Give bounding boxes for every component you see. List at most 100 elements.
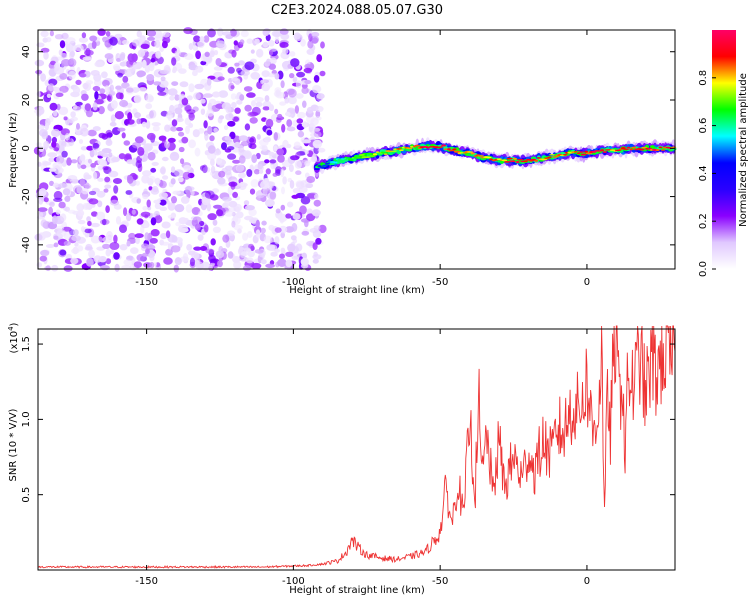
noise-speckle [313, 199, 321, 207]
noise-speckle [86, 216, 91, 222]
noise-speckle [293, 32, 301, 40]
noise-speckle [55, 92, 64, 98]
noise-speckle [243, 150, 252, 160]
noise-speckle [134, 136, 144, 144]
noise-speckle [240, 251, 249, 257]
noise-speckle [314, 194, 319, 199]
noise-speckle [305, 182, 314, 189]
noise-speckle [94, 71, 99, 78]
x-tick-label: -100 [282, 576, 305, 587]
noise-speckle [265, 168, 271, 175]
noise-speckle [300, 257, 309, 266]
noise-speckle [49, 201, 55, 207]
noise-speckle [68, 70, 76, 80]
noise-speckle [154, 177, 161, 185]
noise-speckle [52, 215, 58, 225]
noise-speckle [250, 179, 259, 188]
noise-speckle [147, 151, 156, 161]
noise-speckle [183, 27, 193, 35]
noise-speckle [79, 73, 87, 78]
noise-speckle [178, 146, 185, 153]
snr-y-ticks: 0.5 1.0 1.5 [21, 336, 675, 503]
noise-speckle [301, 139, 311, 144]
noise-speckle [291, 222, 298, 232]
signal-ridge-segment [506, 157, 513, 160]
noise-speckle [262, 28, 270, 37]
noise-speckle [62, 188, 71, 196]
noise-speckle [248, 243, 254, 250]
noise-speckle [194, 147, 201, 157]
noise-speckle [292, 78, 297, 83]
noise-speckle [263, 235, 272, 244]
noise-speckle [132, 142, 141, 149]
noise-speckle [286, 201, 294, 208]
noise-speckle [71, 235, 81, 242]
noise-speckle [53, 110, 58, 117]
noise-speckle [232, 159, 241, 164]
signal-ridge-segment [348, 158, 354, 161]
noise-speckle [78, 139, 84, 144]
noise-speckle [38, 188, 47, 197]
noise-speckle [183, 164, 192, 171]
noise-speckle [156, 33, 165, 38]
noise-speckle [315, 237, 322, 245]
noise-speckle [61, 59, 71, 67]
noise-speckle [36, 262, 43, 268]
signal-ridge-segment [563, 153, 568, 156]
noise-speckle [169, 151, 180, 161]
noise-speckle [48, 167, 57, 172]
noise-speckle [101, 148, 112, 154]
noise-speckle [47, 152, 58, 158]
noise-speckle [255, 219, 260, 228]
noise-speckle [248, 142, 253, 149]
noise-speckle [109, 36, 118, 46]
noise-speckle [280, 231, 286, 239]
noise-speckle [210, 262, 215, 267]
noise-speckle [67, 209, 76, 214]
noise-speckle [109, 84, 115, 92]
noise-speckle [274, 72, 280, 80]
noise-speckle [234, 107, 241, 114]
noise-speckle [53, 242, 59, 248]
noise-speckle [197, 234, 204, 241]
noise-speckle [274, 236, 280, 245]
noise-speckle [45, 37, 52, 43]
signal-ridge-segment [346, 157, 351, 159]
noise-speckle [40, 249, 50, 257]
noise-speckle [232, 191, 239, 198]
noise-speckle [247, 231, 253, 238]
signal-ridge-segment [319, 166, 326, 168]
noise-speckle [288, 164, 294, 173]
signal-ridge-segment [541, 158, 547, 161]
noise-speckle [215, 40, 226, 48]
signal-ridge-segment [380, 151, 385, 154]
noise-speckle [84, 184, 92, 189]
noise-speckle [141, 59, 147, 69]
noise-speckle [294, 160, 302, 169]
noise-speckle [44, 122, 50, 131]
noise-speckle [69, 50, 75, 58]
noise-speckle [244, 205, 255, 211]
noise-speckle [304, 79, 312, 85]
noise-speckle [161, 241, 170, 246]
noise-speckle [253, 169, 260, 175]
x-tick-label: -50 [432, 576, 448, 587]
noise-speckle [126, 119, 135, 125]
noise-speckle [49, 30, 55, 37]
noise-speckle [178, 131, 185, 137]
noise-speckle [144, 232, 150, 241]
noise-speckle [132, 174, 139, 180]
noise-speckle [230, 93, 237, 100]
noise-speckle [186, 244, 193, 251]
noise-speckle [113, 234, 118, 244]
noise-speckle [286, 126, 296, 132]
x-tick-label: 0 [584, 277, 590, 288]
noise-speckle [105, 129, 113, 139]
noise-speckle [70, 159, 78, 164]
noise-speckle [281, 123, 286, 133]
noise-speckle [159, 206, 168, 211]
noise-speckle [211, 188, 220, 194]
noise-speckle [54, 66, 65, 75]
noise-speckle [133, 261, 142, 268]
